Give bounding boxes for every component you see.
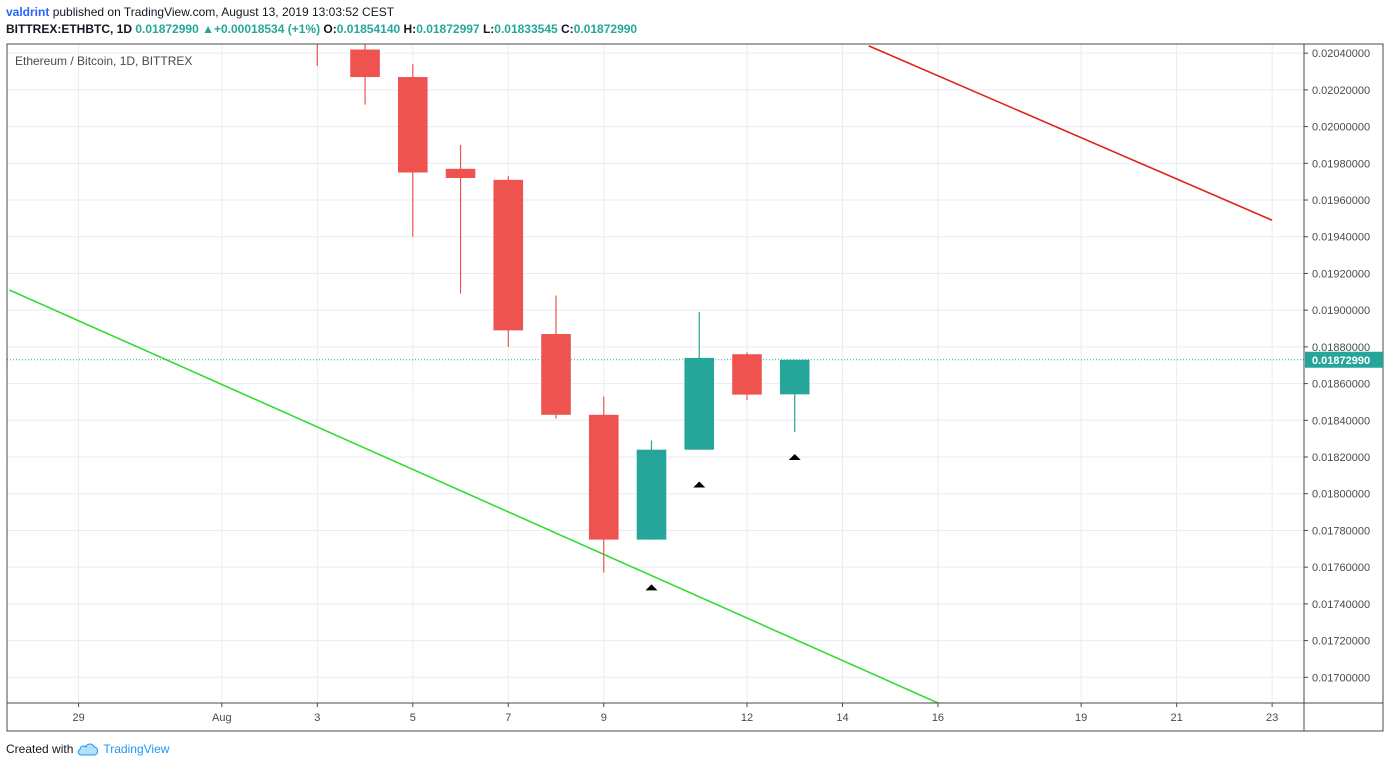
time-tick-label: 12 — [741, 712, 753, 724]
close-value: 0.01872990 — [573, 22, 638, 36]
candle-body — [350, 49, 380, 78]
time-tick-label: 5 — [410, 712, 416, 724]
candle-body — [588, 414, 619, 540]
chart-frame — [6, 43, 1384, 732]
price-tick-label: 0.02000000 — [1312, 122, 1370, 134]
price-axis[interactable]: 0.01700000 0.01720000 0.01740000 0.01760000… — [1304, 48, 1383, 684]
price-tick-label: 0.01700000 — [1312, 672, 1370, 684]
author-link[interactable]: valdrint — [6, 5, 50, 19]
time-tick-label: 19 — [1075, 712, 1087, 724]
candle-body — [493, 179, 524, 331]
grid — [7, 44, 1304, 703]
price-tick-label: 0.01780000 — [1312, 525, 1370, 537]
change-value: +0.00018534 (+1%) — [213, 22, 321, 36]
triangle-marker — [693, 481, 706, 488]
price-tick-label: 0.01840000 — [1312, 415, 1370, 427]
time-axis[interactable]: 29 Aug 3 5 7 9 12 14 16 19 21 23 — [72, 703, 1278, 724]
price-tick-label: 0.01820000 — [1312, 452, 1370, 464]
candle-body — [445, 168, 476, 179]
price-tick-label: 0.01740000 — [1312, 599, 1370, 611]
change-arrow-icon: ▲ — [202, 22, 214, 36]
price-tick-label: 0.02020000 — [1312, 85, 1370, 97]
candle-body — [684, 357, 715, 450]
tradingview-cloud-icon — [78, 743, 99, 756]
created-with-label: Created with — [6, 742, 74, 756]
time-tick-label: 7 — [505, 712, 511, 724]
price-tick-label: 0.01720000 — [1312, 636, 1370, 648]
chart-title: Ethereum / Bitcoin, 1D, BITTREX — [15, 54, 192, 68]
close-label: C: — [561, 22, 574, 36]
resistance-trendline — [868, 45, 1273, 221]
plot-area — [7, 16, 1304, 703]
low-label: L: — [482, 22, 495, 36]
time-tick-label: 16 — [932, 712, 944, 724]
open-value: 0.01854140 — [336, 22, 401, 36]
candle-body — [541, 334, 571, 415]
footer: Created with TradingView — [6, 742, 169, 756]
time-tick-label: 21 — [1171, 712, 1183, 724]
price-tick-label: 0.01860000 — [1312, 379, 1370, 391]
candle-body — [397, 77, 428, 173]
open-label: O: — [323, 22, 337, 36]
time-tick-label: 9 — [601, 712, 607, 724]
triangle-marker — [788, 454, 801, 461]
time-tick-label: 23 — [1266, 712, 1278, 724]
support-trendline — [9, 289, 939, 703]
published-text: published on TradingView.com, August 13,… — [52, 5, 395, 19]
candle-body — [303, 16, 333, 34]
price-tick-label: 0.01900000 — [1312, 305, 1370, 317]
price-tick-label: 0.01880000 — [1312, 342, 1370, 354]
last-price: 0.01872990 — [135, 22, 199, 36]
last-price-badge: 0.01872990 — [1305, 351, 1383, 368]
low-value: 0.01833545 — [494, 22, 558, 36]
tradingview-brand-link[interactable]: TradingView — [103, 742, 170, 756]
last-price-badge-bg — [1305, 351, 1383, 368]
triangle-marker — [645, 584, 658, 591]
candle-body — [636, 449, 667, 540]
time-tick-label: 29 — [72, 712, 84, 724]
publish-info: valdrint published on TradingView.com, A… — [6, 5, 394, 19]
price-tick-label: 0.01960000 — [1312, 195, 1370, 207]
price-tick-label: 0.01980000 — [1312, 158, 1370, 170]
price-tick-label: 0.01760000 — [1312, 562, 1370, 574]
candle-body — [732, 354, 762, 395]
ohlc-bar: BITTREX:ETHBTC, 1D 0.01872990 ▲+0.000185… — [6, 22, 637, 36]
price-tick-label: 0.01940000 — [1312, 232, 1370, 244]
time-tick-label: Aug — [212, 712, 232, 724]
high-value: 0.01872997 — [416, 22, 480, 36]
symbol-label: BITTREX:ETHBTC, 1D — [6, 22, 132, 36]
last-price-badge-label: 0.01872990 — [1312, 355, 1370, 367]
time-tick-label: 3 — [314, 712, 320, 724]
candle-body — [779, 359, 810, 395]
high-label: H: — [403, 22, 417, 36]
price-tick-label: 0.02040000 — [1312, 48, 1370, 60]
price-chart[interactable]: 0.01700000 0.01720000 0.01740000 0.01760000… — [0, 0, 1390, 740]
price-tick-label: 0.01800000 — [1312, 489, 1370, 501]
price-tick-label: 0.01920000 — [1312, 268, 1370, 280]
time-tick-label: 14 — [836, 712, 848, 724]
